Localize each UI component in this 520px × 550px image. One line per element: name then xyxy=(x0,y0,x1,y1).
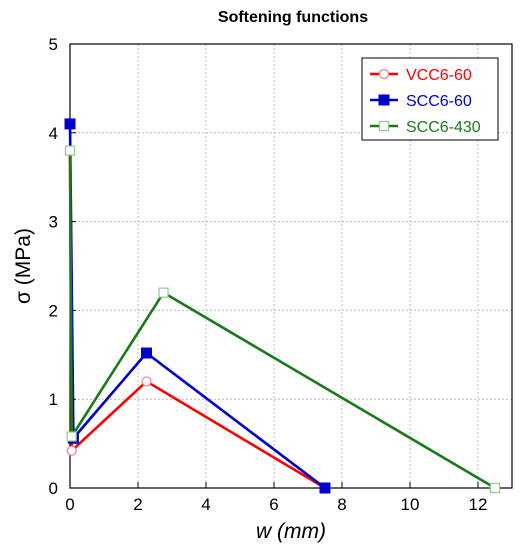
data-point-scc6-430 xyxy=(489,482,501,494)
legend-label-scc6-60: SCC6-60 xyxy=(406,93,472,110)
data-point-scc6-430 xyxy=(64,145,76,156)
x-tick-label: 0 xyxy=(65,495,74,514)
y-tick-label: 0 xyxy=(49,479,58,498)
legend-marker-vcc6-60 xyxy=(378,68,390,80)
series-scc6-60 xyxy=(64,118,331,494)
series-layer xyxy=(64,118,501,494)
legend-label-vcc6-60: VCC6-60 xyxy=(406,67,472,84)
x-axis-label: w (mm) xyxy=(256,520,326,543)
x-tick-label: 6 xyxy=(269,495,278,514)
x-tick-label: 4 xyxy=(201,495,210,514)
x-tick-label: 2 xyxy=(133,495,142,514)
data-point-scc6-60 xyxy=(319,482,331,494)
data-point-scc6-430 xyxy=(158,287,169,298)
legend: VCC6-60 SCC6-60 SCC6-430 xyxy=(361,57,499,141)
y-tick-label: 2 xyxy=(49,301,58,320)
series-line-vcc6-60 xyxy=(68,150,326,490)
series-line-scc6-60 xyxy=(68,123,326,490)
x-tick-label: 10 xyxy=(401,495,420,514)
series-vcc6-60 xyxy=(64,145,331,494)
chart-title: Softening functions xyxy=(218,9,368,26)
y-tick-label: 1 xyxy=(49,390,58,409)
y-axis-label: σ (MPa) xyxy=(12,228,35,304)
series-line-scc6-430 xyxy=(68,150,496,490)
y-tick-label: 4 xyxy=(49,124,58,143)
data-point-vcc6-60 xyxy=(141,376,152,387)
y-tick-label: 5 xyxy=(49,35,58,54)
data-point-scc6-60 xyxy=(141,347,152,359)
data-point-scc6-60 xyxy=(64,118,76,130)
legend-label-scc6-430: SCC6-430 xyxy=(406,119,481,136)
legend-marker-scc6-60 xyxy=(378,94,390,106)
series-scc6-430 xyxy=(64,145,501,494)
x-tick-label: 8 xyxy=(337,495,346,514)
data-point-scc6-430 xyxy=(66,431,77,442)
x-tick-label: 12 xyxy=(469,495,488,514)
y-tick-label: 3 xyxy=(49,213,58,232)
legend-marker-scc6-430 xyxy=(378,120,390,132)
data-point-vcc6-60 xyxy=(66,445,77,456)
